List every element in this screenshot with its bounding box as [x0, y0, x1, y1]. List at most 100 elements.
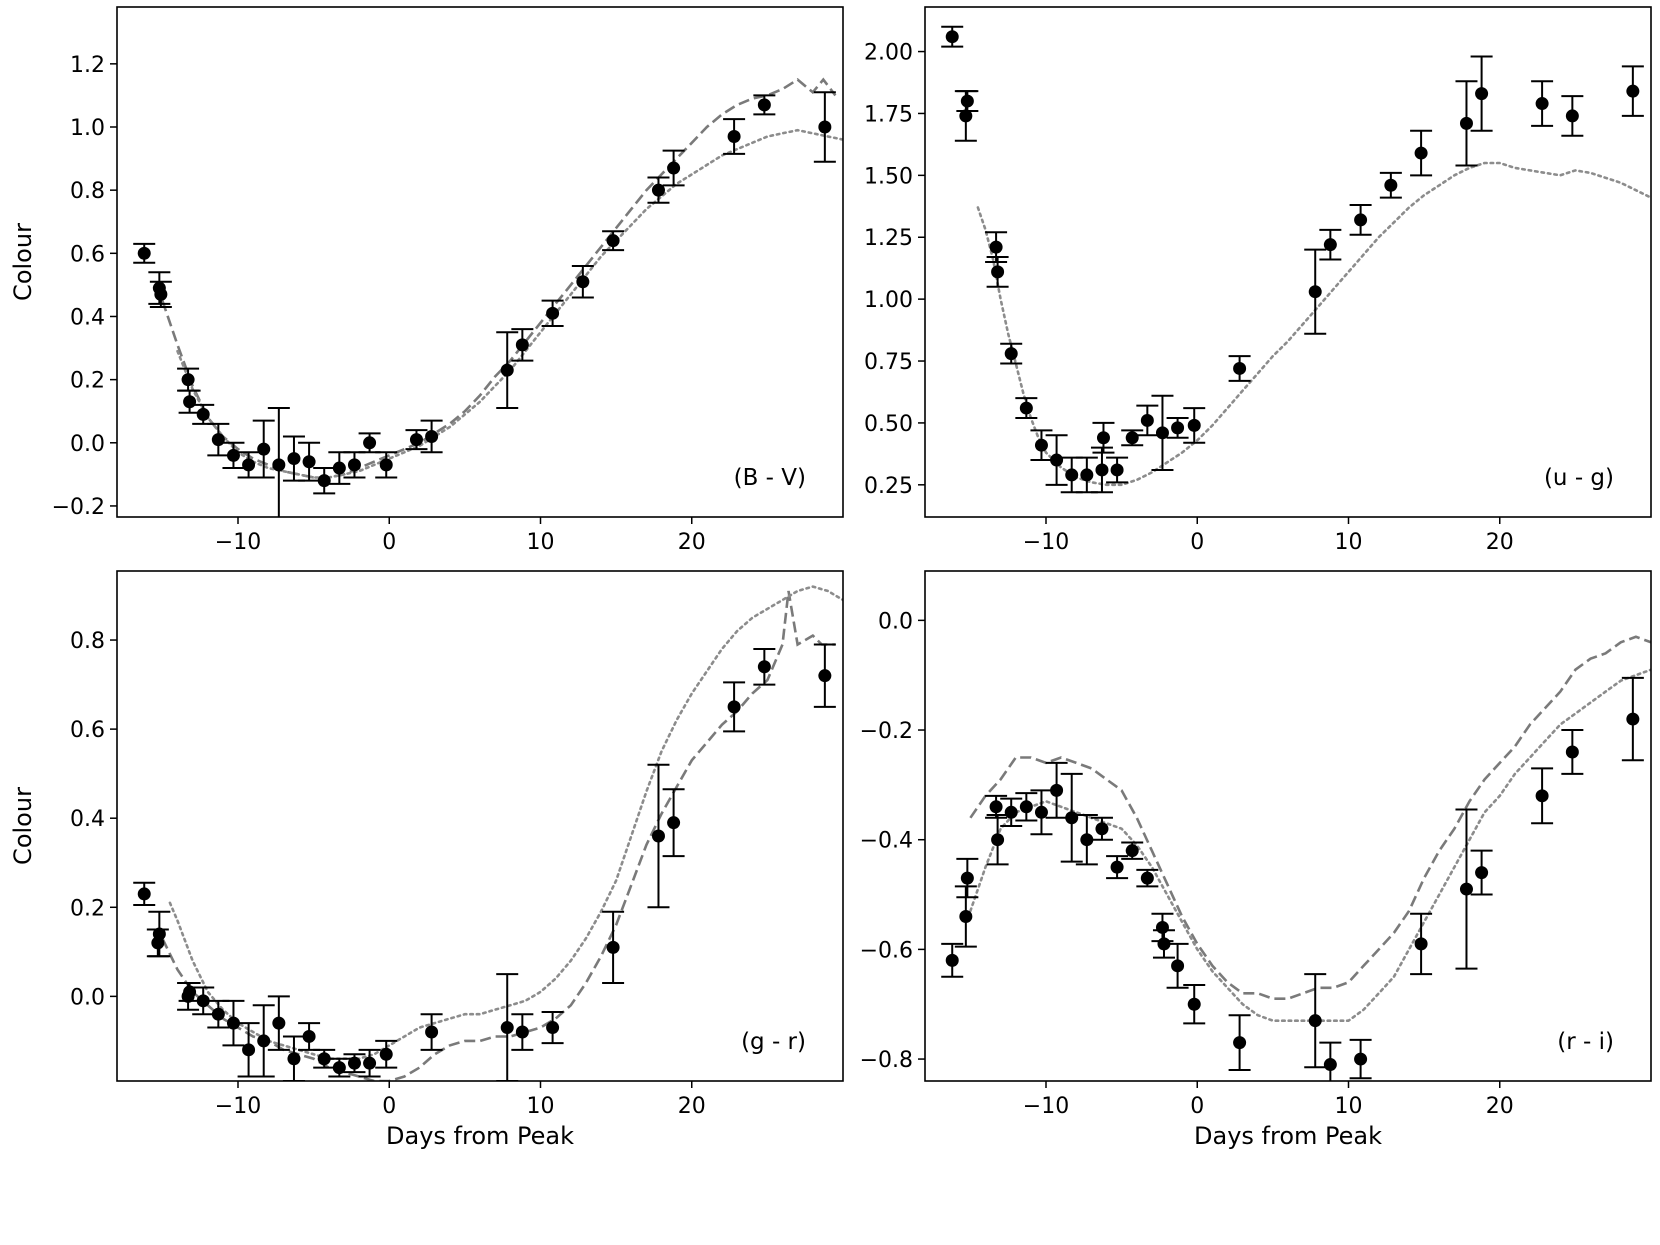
data-marker: [1384, 178, 1398, 192]
data-point: [1106, 855, 1129, 880]
x-tick-label: −10: [215, 530, 261, 555]
data-point: [1000, 342, 1023, 365]
data-marker: [515, 1025, 529, 1039]
y-tick-label: −0.8: [860, 1048, 913, 1073]
x-tick-label: 10: [527, 1094, 555, 1119]
data-marker: [1414, 937, 1428, 951]
data-marker: [1308, 285, 1322, 299]
data-point: [1531, 80, 1554, 127]
y-tick-label: 0.2: [70, 369, 105, 394]
y-tick-label: 1.0: [70, 116, 105, 141]
panel-b-v: −10 0 10 20 −0.2 0.0 0.2 0.4 0.6 0.8 1.0 1.2 (B - V)…: [9, 6, 844, 555]
data-point: [956, 90, 979, 112]
data-marker: [226, 448, 240, 462]
data-marker: [500, 363, 514, 377]
data-point: [358, 432, 381, 454]
data-marker: [1308, 1014, 1322, 1028]
data-marker: [317, 474, 331, 488]
data-point: [1228, 1014, 1251, 1072]
data-point: [986, 256, 1009, 288]
data-marker: [287, 452, 301, 466]
data-marker: [183, 985, 197, 999]
data-marker: [1004, 347, 1018, 361]
panel-g-r: −10 0 10 20 0.0 0.2 0.4 0.6 0.8 (g - r) Days from …: [9, 570, 844, 1150]
data-point: [207, 422, 230, 457]
data-marker: [651, 829, 665, 843]
data-point: [723, 118, 746, 155]
data-point: [541, 1010, 564, 1045]
data-marker: [1050, 783, 1064, 797]
data-marker: [302, 455, 316, 469]
data-point: [133, 881, 156, 907]
data-marker: [409, 433, 423, 447]
data-point: [207, 999, 230, 1029]
data-point: [496, 331, 519, 410]
data-marker: [1110, 860, 1124, 874]
data-point: [192, 986, 215, 1016]
y-tick-label: 0.0: [70, 432, 105, 457]
data-marker: [302, 1029, 316, 1043]
data-point: [267, 407, 290, 517]
data-point: [237, 451, 260, 479]
y-tick-label: 0.8: [70, 179, 105, 204]
data-marker: [332, 461, 346, 475]
x-tick-label: 10: [1335, 530, 1363, 555]
y-axis-label: Colour: [9, 223, 37, 301]
data-marker: [991, 265, 1005, 279]
data-marker: [317, 1052, 331, 1066]
data-marker: [1565, 109, 1579, 123]
x-tick-label: 0: [382, 530, 396, 555]
data-marker: [1050, 453, 1064, 467]
data-marker: [1414, 146, 1428, 160]
data-marker: [1125, 431, 1139, 445]
data-point: [1166, 416, 1189, 439]
data-point: [1349, 204, 1372, 236]
data-marker: [959, 909, 973, 923]
data-point: [1455, 80, 1478, 167]
data-point: [813, 643, 836, 708]
data-point: [1075, 456, 1098, 494]
data-point: [813, 91, 836, 163]
y-tick-label: 0.0: [70, 985, 105, 1010]
data-point: [1030, 429, 1053, 462]
data-point: [1106, 456, 1129, 484]
data-point: [1319, 228, 1342, 261]
data-point: [1121, 429, 1144, 447]
plot-area: [133, 77, 843, 517]
data-point: [1183, 984, 1206, 1025]
data-point: [267, 995, 290, 1051]
data-point: [723, 681, 746, 733]
data-point: [647, 763, 670, 909]
y-axis-label: Colour: [9, 787, 37, 865]
data-point: [252, 419, 275, 479]
data-point: [1379, 171, 1402, 199]
data-marker: [1157, 937, 1171, 951]
data-point: [956, 857, 979, 899]
data-point: [313, 467, 336, 495]
data-marker: [1080, 468, 1094, 482]
data-point: [133, 242, 156, 264]
plot-area: [941, 635, 1651, 1081]
panel-label-b-v: (B - V): [734, 465, 806, 491]
data-point: [647, 176, 670, 204]
data-marker: [818, 669, 832, 683]
data-point: [149, 280, 172, 308]
data-point: [420, 1013, 443, 1051]
x-tick-label: 0: [1190, 1094, 1204, 1119]
data-marker: [1535, 789, 1549, 803]
data-point: [954, 885, 977, 948]
data-marker: [272, 1016, 286, 1030]
y-tick-label: 0.50: [864, 412, 913, 437]
data-marker: [1626, 712, 1640, 726]
data-point: [1304, 973, 1327, 1069]
axes-frame: [116, 570, 844, 1082]
data-marker: [667, 816, 681, 830]
data-point: [602, 230, 625, 252]
data-point: [571, 264, 594, 299]
data-marker: [991, 833, 1005, 847]
y-tick-label: 1.25: [864, 226, 913, 251]
y-tick-label: 1.00: [864, 288, 913, 313]
data-marker: [1140, 413, 1154, 427]
y-tick-label: −0.6: [860, 938, 913, 963]
data-point: [222, 441, 245, 470]
